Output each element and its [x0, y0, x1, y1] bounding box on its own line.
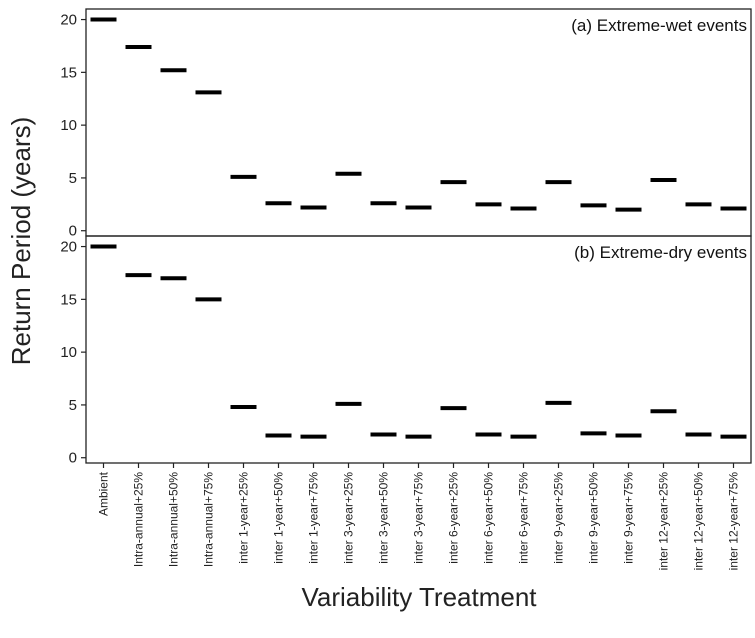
- x-tick-label: inter 9-year+75%: [622, 472, 636, 564]
- y-tick-label: 20: [60, 12, 77, 29]
- y-tick-label: 0: [69, 450, 77, 467]
- panel-frame: [85, 8, 752, 237]
- x-tick-label: inter 3-year+75%: [412, 472, 426, 564]
- x-tick-label: inter 9-year+50%: [587, 472, 601, 564]
- y-tick-label: 0: [69, 223, 77, 240]
- y-axis-title: Return Period (years): [6, 117, 36, 366]
- panel-b: 0 5 10 15 20 (b) Extreme-dry events: [60, 235, 752, 467]
- x-tick-label: Ambient: [97, 471, 111, 516]
- x-axis: Ambient Intra-annual+25% Intra-annual+50% I…: [97, 463, 741, 570]
- x-tick-label: inter 12-year+50%: [692, 472, 706, 571]
- y-tick-label: 5: [69, 170, 77, 187]
- panel-a: 0 5 10 15 20 (a) Extreme-wet events: [60, 8, 752, 240]
- x-tick-label: inter 12-year+75%: [727, 472, 741, 571]
- panels-layer: 0 5 10 15 20 (a) Extreme-wet events 0 5 10 15 20 (b…: [60, 8, 752, 467]
- x-tick-label: inter 1-year+25%: [237, 472, 251, 564]
- x-tick-label: inter 9-year+25%: [552, 472, 566, 564]
- y-tick-label: 10: [60, 344, 77, 361]
- x-tick-label: inter 6-year+25%: [447, 472, 461, 564]
- panel-frame: [85, 235, 752, 464]
- x-tick-label: inter 3-year+25%: [342, 472, 356, 564]
- y-tick-label: 15: [60, 291, 77, 308]
- x-tick-label: inter 1-year+50%: [272, 472, 286, 564]
- x-tick-label: inter 6-year+50%: [482, 472, 496, 564]
- y-tick-label: 15: [60, 64, 77, 81]
- y-tick-label: 5: [69, 397, 77, 414]
- x-tick-label: inter 6-year+75%: [517, 472, 531, 564]
- y-tick-label: 10: [60, 117, 77, 134]
- x-tick-label: inter 1-year+75%: [307, 472, 321, 564]
- x-tick-label: Intra-annual+25%: [132, 472, 146, 567]
- x-axis-title: Variability Treatment: [301, 582, 537, 612]
- y-tick-label: 20: [60, 239, 77, 256]
- x-tick-label: inter 12-year+25%: [657, 472, 671, 571]
- panel-title: (b) Extreme-dry events: [574, 243, 747, 262]
- x-tick-label: Intra-annual+75%: [202, 472, 216, 567]
- panel-title: (a) Extreme-wet events: [571, 16, 747, 35]
- x-tick-label: Intra-annual+50%: [167, 472, 181, 567]
- x-tick-label: inter 3-year+50%: [377, 472, 391, 564]
